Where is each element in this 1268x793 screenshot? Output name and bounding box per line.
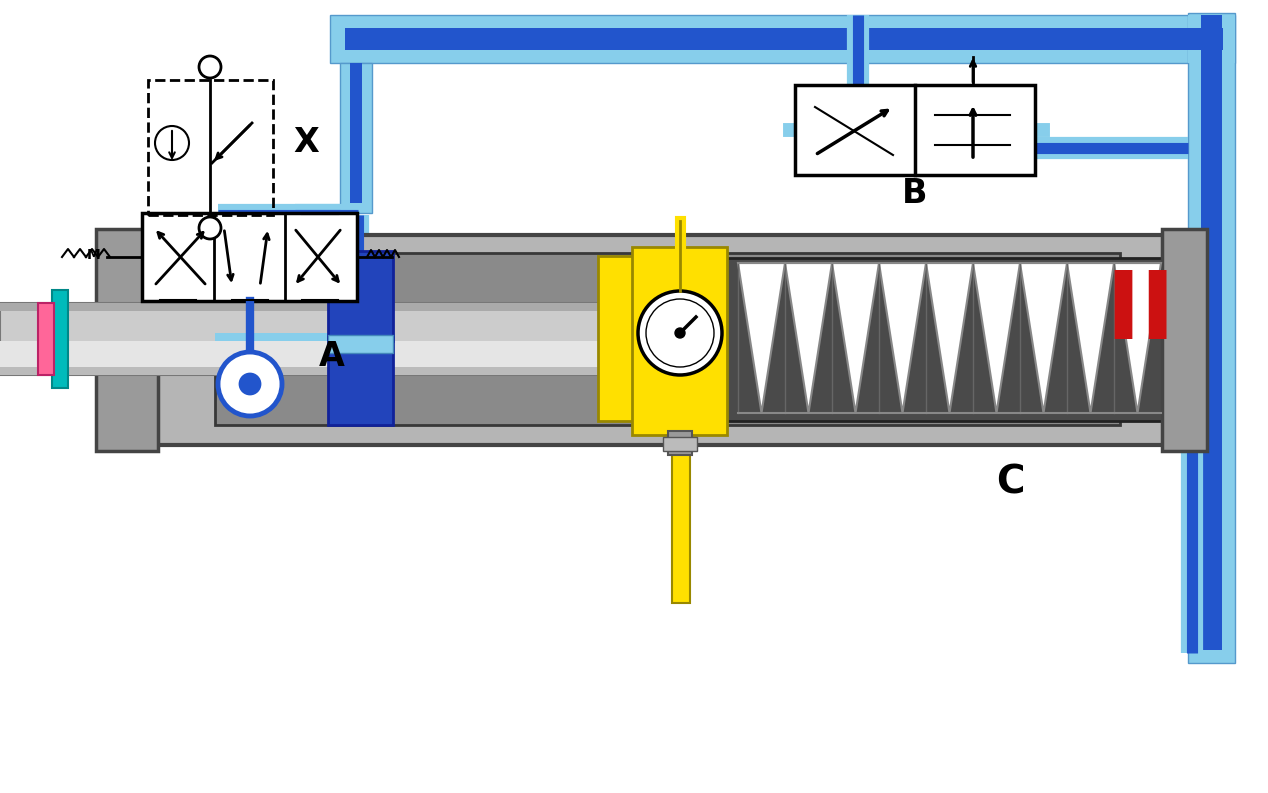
Text: A: A [320, 340, 345, 373]
Polygon shape [1066, 263, 1115, 413]
Bar [328, 335, 393, 353]
Bar [96, 229, 158, 451]
Bar [142, 213, 358, 301]
Bar [0, 303, 710, 311]
Bar [350, 267, 361, 285]
Bar [328, 251, 393, 341]
Bar [718, 258, 1189, 421]
Polygon shape [879, 263, 926, 413]
Bar [350, 63, 361, 203]
Bar [216, 333, 396, 361]
Circle shape [675, 328, 685, 338]
Bar [598, 256, 727, 421]
Bar [340, 261, 370, 293]
Circle shape [645, 299, 714, 367]
Bar [663, 437, 697, 451]
Bar [0, 367, 710, 375]
Text: II: II [1104, 267, 1175, 359]
Polygon shape [973, 263, 1019, 413]
Bar [0, 303, 710, 375]
Bar [672, 451, 690, 603]
Polygon shape [1019, 263, 1066, 413]
Polygon shape [832, 263, 879, 413]
Bar [0, 341, 710, 371]
Polygon shape [926, 263, 973, 413]
Text: M: M [86, 248, 100, 262]
Polygon shape [785, 263, 832, 413]
Circle shape [199, 217, 221, 239]
Bar [330, 15, 1235, 63]
Circle shape [218, 352, 281, 416]
Circle shape [155, 126, 189, 160]
Circle shape [199, 56, 221, 78]
Bar [100, 235, 1200, 445]
Text: B: B [903, 177, 928, 210]
Bar [328, 337, 393, 425]
Bar [1201, 28, 1222, 50]
Bar [38, 303, 55, 375]
Bar [148, 80, 273, 215]
Circle shape [240, 374, 260, 394]
Bar [1188, 13, 1235, 663]
Bar [1161, 229, 1207, 451]
Text: X: X [293, 127, 318, 159]
Bar [1201, 15, 1222, 650]
Circle shape [638, 291, 721, 375]
Bar [340, 63, 372, 213]
Bar [795, 85, 1035, 175]
Bar [1188, 15, 1235, 63]
Bar [345, 28, 1224, 50]
Bar [668, 431, 692, 455]
Bar [216, 253, 1120, 425]
Bar [631, 247, 727, 435]
Text: C: C [995, 463, 1025, 501]
Polygon shape [1115, 263, 1161, 413]
Polygon shape [738, 263, 785, 413]
Bar [52, 290, 68, 388]
